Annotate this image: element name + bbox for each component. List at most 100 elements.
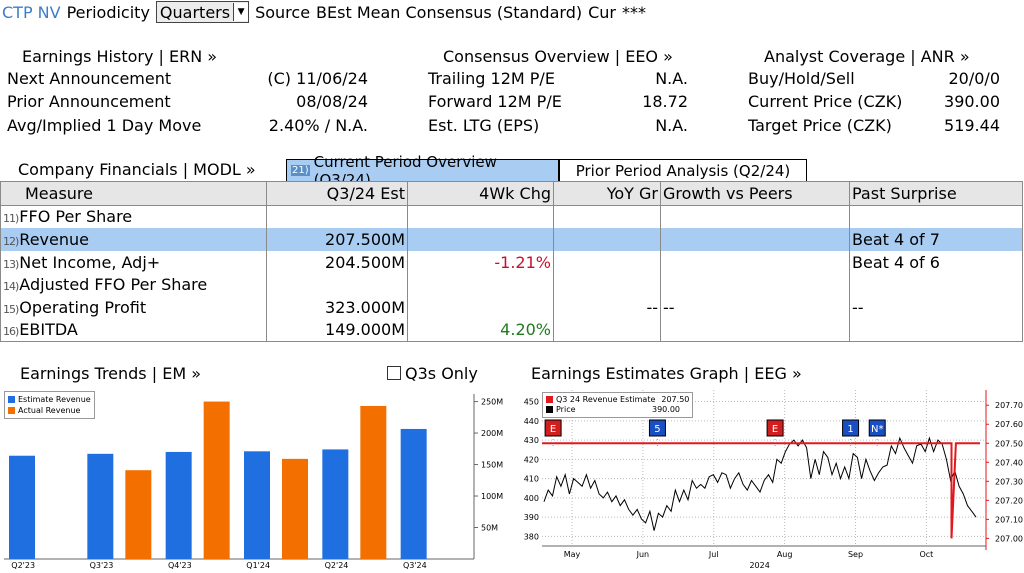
- table-row[interactable]: 11)FFO Per Share: [0, 205, 1023, 229]
- cell-measure[interactable]: 12)Revenue: [0, 228, 267, 251]
- est-ltg-value: N.A.: [655, 116, 688, 135]
- legend-swatch-price: [546, 406, 553, 413]
- q3s-only-toggle[interactable]: Q3s Only: [387, 364, 478, 383]
- cell-measure[interactable]: 11)FFO Per Share: [0, 205, 267, 229]
- periodicity-dropdown[interactable]: Quarters ▼: [155, 1, 250, 23]
- event-marker: E: [766, 419, 784, 446]
- cell-measure[interactable]: 13)Net Income, Adj+: [0, 250, 267, 274]
- ticker-label[interactable]: CTP NV: [2, 2, 61, 22]
- currency-value[interactable]: ***: [621, 2, 646, 22]
- cell-surprise: Beat 4 of 6: [849, 250, 1023, 274]
- measure-label: FFO Per Share: [19, 207, 133, 227]
- bar-estimate: [9, 455, 35, 559]
- table-row[interactable]: 12)Revenue 207.500M Beat 4 of 7: [0, 228, 1023, 251]
- bar-actual: [282, 458, 308, 559]
- legend-label-actual: Actual Revenue: [18, 406, 81, 415]
- event-marker-label: E: [772, 424, 778, 435]
- measure-label: Revenue: [19, 229, 89, 249]
- bar-estimate: [87, 453, 114, 559]
- right-tick-label: 207.40: [995, 458, 1023, 467]
- trailing-pe-value: N.A.: [655, 69, 688, 88]
- cell-peers: --: [660, 295, 850, 319]
- consensus-overview-title[interactable]: Consensus Overview | EEO »: [443, 47, 673, 66]
- cell-measure[interactable]: 14)Adjusted FFO Per Share: [0, 273, 267, 296]
- bar-estimate: [400, 428, 427, 559]
- legend-item-price: Price 390.00: [546, 405, 689, 415]
- column-header-measure[interactable]: Measure: [0, 181, 267, 206]
- table-row[interactable]: 16)EBITDA 149.000M 4.20%: [0, 318, 1023, 342]
- legend-value-price: 390.00: [652, 405, 680, 414]
- right-tick-label: 207.00: [995, 534, 1023, 543]
- cell-yoy: [553, 318, 661, 342]
- legend-swatch-actual: [8, 407, 15, 414]
- x-tick-label: Q3'24: [403, 561, 427, 570]
- legend-swatch-estimate: [8, 396, 15, 403]
- x-tick-label: Q2'23: [11, 561, 35, 570]
- price-line: [543, 436, 977, 531]
- chevron-down-icon[interactable]: ▼: [233, 3, 249, 21]
- right-tick-label: 207.20: [995, 496, 1023, 505]
- bar-estimate: [244, 451, 270, 559]
- earnings-history-label-0: Next Announcement: [7, 69, 172, 88]
- x-year-label: 2024: [749, 561, 769, 570]
- earnings-history-label-1: Prior Announcement: [7, 92, 171, 111]
- cell-est: [266, 273, 408, 296]
- event-marker-label: 5: [654, 424, 660, 435]
- cell-yoy: [553, 273, 661, 296]
- measure-label: Adjusted FFO Per Share: [19, 275, 208, 295]
- earnings-history-label-2: Avg/Implied 1 Day Move: [7, 116, 202, 135]
- cell-measure[interactable]: 16)EBITDA: [0, 318, 267, 342]
- column-header-growth-peers[interactable]: Growth vs Peers: [660, 181, 850, 206]
- periodicity-value: Quarters: [159, 2, 231, 22]
- x-tick-label: Q2'24: [325, 561, 349, 570]
- left-tick-label: 390: [524, 513, 539, 522]
- x-tick-label: May: [564, 550, 581, 559]
- tab-number: 21): [291, 165, 310, 176]
- implied-move-value: 2.40% / N.A.: [268, 116, 368, 135]
- analyst-label-1: Current Price (CZK): [748, 92, 903, 111]
- earnings-history-title[interactable]: Earnings History | ERN »: [22, 47, 218, 66]
- cell-surprise: Beat 4 of 7: [849, 228, 1023, 251]
- table-row[interactable]: 15)Operating Profit 323.000M -- -- --: [0, 295, 1023, 319]
- column-header-yoy[interactable]: YoY Gr: [553, 181, 661, 206]
- measure-label: Net Income, Adj+: [19, 252, 161, 272]
- cell-yoy: [553, 205, 661, 229]
- earnings-trends-chart: 50M 100M 150M 200M 250M Q2'23 Q3'23 Q4'23 Q1'24 Q…: [0, 386, 512, 573]
- table-row[interactable]: 13)Net Income, Adj+ 204.500M -1.21% Beat 4 …: [0, 250, 1023, 274]
- left-tick-label: 440: [524, 417, 539, 426]
- column-header-past-surprise[interactable]: Past Surprise: [849, 181, 1023, 206]
- tab-prior-period[interactable]: Prior Period Analysis (Q2/24): [559, 159, 807, 182]
- cell-est: [266, 205, 408, 229]
- x-tick-label: Oct: [919, 550, 933, 559]
- x-tick-label: Q3'23: [90, 561, 114, 570]
- cell-est: 323.000M: [266, 295, 408, 319]
- column-header-estimate[interactable]: Q3/24 Est: [266, 181, 408, 206]
- cell-surprise: [849, 318, 1023, 342]
- bar-actual: [125, 470, 152, 559]
- cell-peers: [660, 273, 850, 296]
- company-financials-title[interactable]: Company Financials | MODL »: [18, 160, 256, 179]
- eeg-legend: Q3 24 Revenue Estimate 207.50 Price 390.00: [542, 392, 694, 418]
- column-header-4wk-chg[interactable]: 4Wk Chg: [407, 181, 554, 206]
- analyst-coverage-title[interactable]: Analyst Coverage | ANR »: [764, 47, 970, 66]
- table-row[interactable]: 14)Adjusted FFO Per Share: [0, 273, 1023, 296]
- row-number: 13): [3, 257, 19, 271]
- source-value[interactable]: BEst Mean Consensus (Standard): [316, 2, 583, 22]
- prior-announcement-value: 08/08/24: [296, 92, 368, 111]
- cell-peers: [660, 228, 850, 251]
- left-tick-label: 430: [524, 436, 539, 445]
- right-tick-label: 207.60: [995, 420, 1023, 429]
- cell-peers: [660, 250, 850, 274]
- earnings-trends-title[interactable]: Earnings Trends | EM »: [20, 364, 201, 383]
- cell-est: 207.500M: [266, 228, 408, 251]
- cell-measure[interactable]: 15)Operating Profit: [0, 295, 267, 319]
- tab-current-period[interactable]: 21) Current Period Overview (Q3/24): [286, 153, 559, 189]
- measure-label: Operating Profit: [19, 297, 147, 317]
- right-tick-label: 207.30: [995, 477, 1023, 486]
- row-number: 14): [3, 280, 19, 294]
- event-marker-label: 1: [847, 424, 853, 435]
- forward-pe-value: 18.72: [642, 92, 688, 111]
- earnings-estimates-title[interactable]: Earnings Estimates Graph | EEG »: [531, 364, 802, 383]
- measure-label: EBITDA: [19, 320, 78, 340]
- q3s-only-checkbox[interactable]: [387, 366, 401, 380]
